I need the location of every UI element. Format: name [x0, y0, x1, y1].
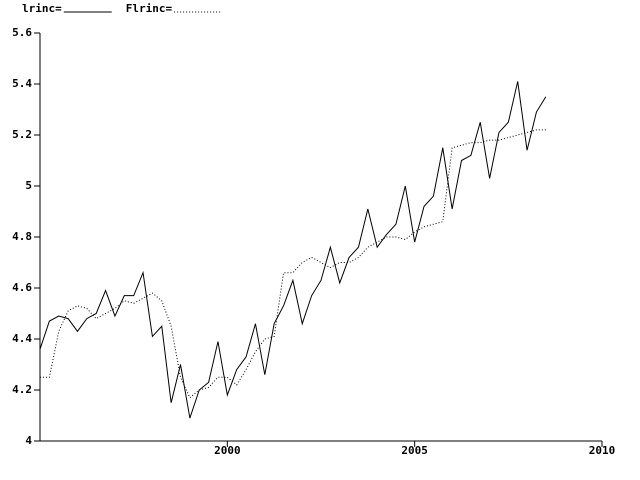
y-tick-label: 5.2 [12, 128, 32, 141]
x-tick-label: 2005 [401, 444, 428, 457]
y-tick-label: 5.6 [12, 26, 32, 39]
y-tick-label: 4.6 [12, 281, 32, 294]
y-tick-label: 4.8 [12, 230, 32, 243]
series-line [40, 129, 546, 399]
legend-label: lrinc= [22, 2, 62, 15]
y-tick-label: 5 [25, 179, 32, 192]
y-tick-label: 4.4 [12, 332, 32, 345]
y-tick-label: 4 [25, 434, 32, 447]
y-tick-label: 5.4 [12, 77, 32, 90]
x-tick-label: 2010 [589, 444, 616, 457]
x-tick-label: 2000 [214, 444, 241, 457]
legend-label: Flrinc= [126, 2, 173, 15]
series-line [39, 81, 547, 419]
y-tick-label: 4.2 [12, 383, 32, 396]
